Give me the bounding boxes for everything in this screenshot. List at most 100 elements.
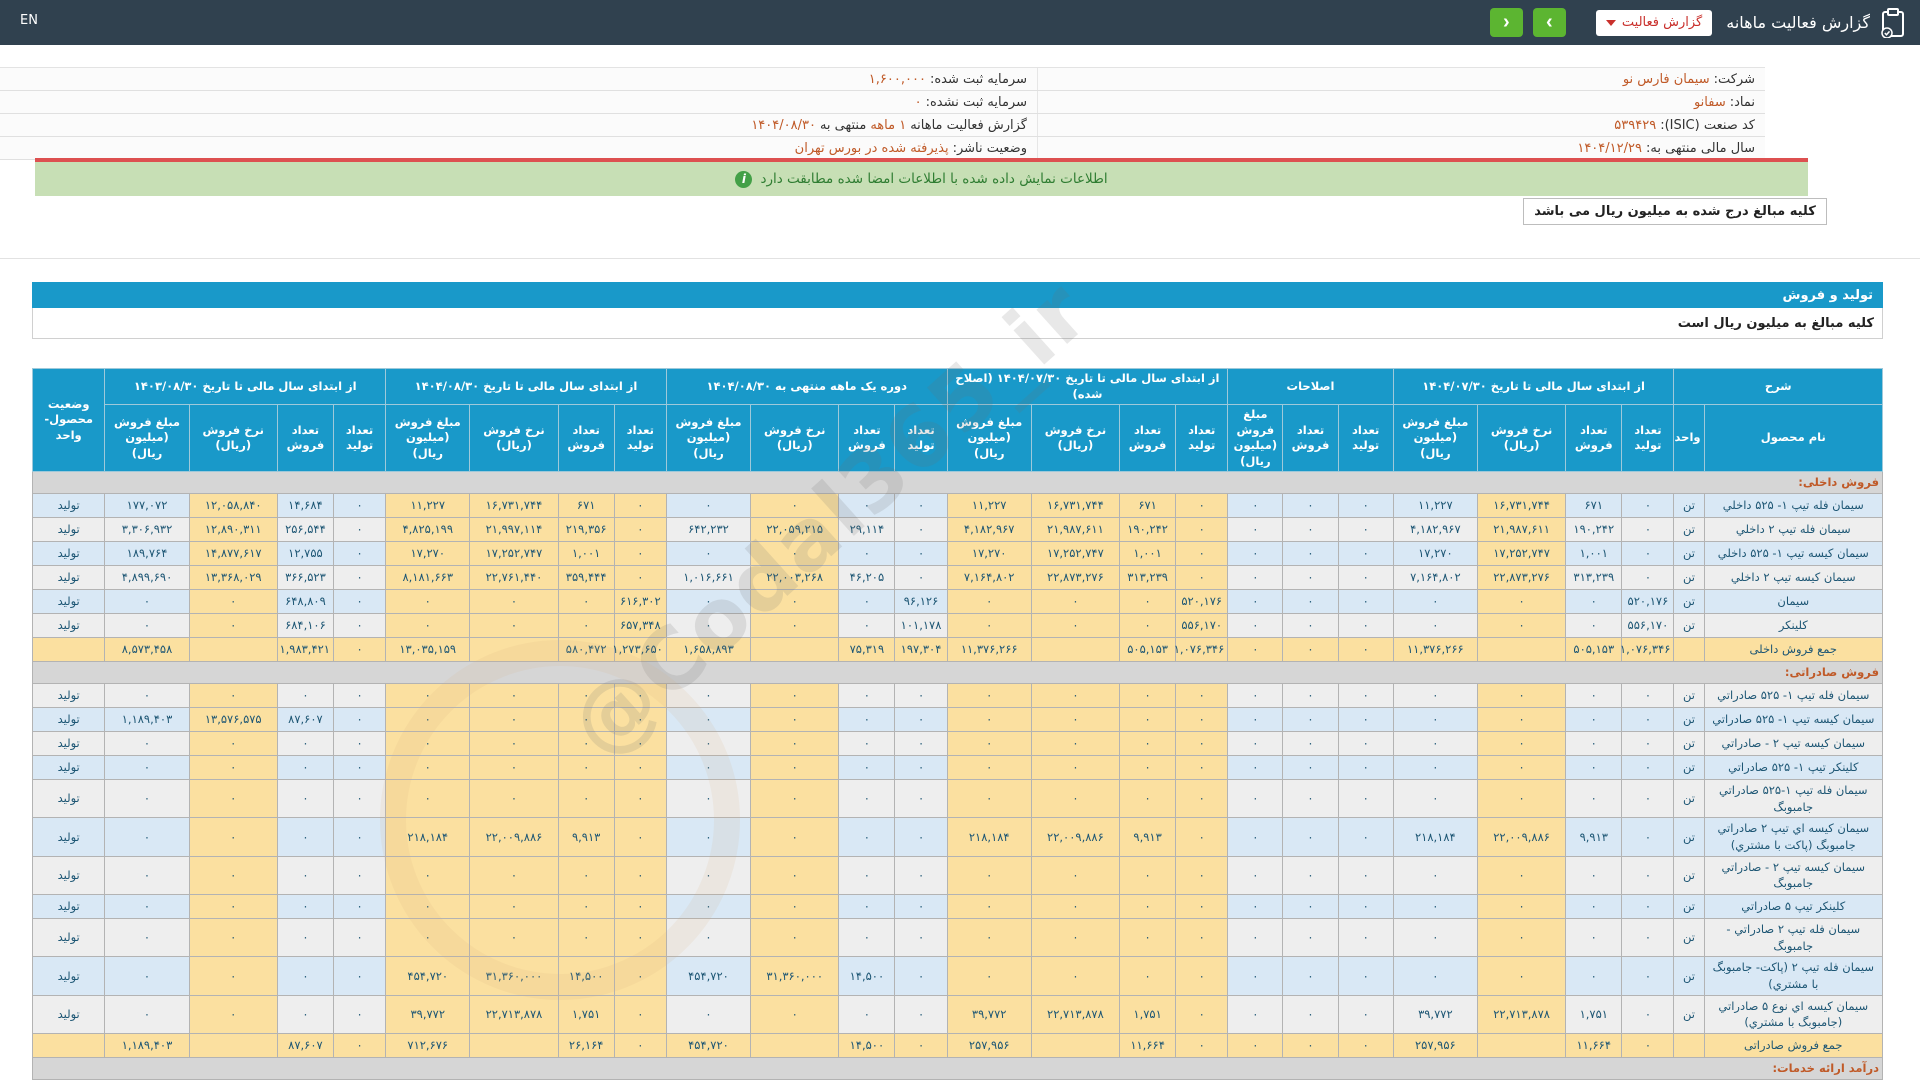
value-cell: ۰ <box>946 918 1032 958</box>
value-cell: ۱,۲۷۳,۶۵۰ <box>612 637 667 663</box>
value-cell: ۰ <box>750 493 840 519</box>
column-group-header: اصلاحات <box>1227 367 1394 406</box>
value-cell: ۰ <box>946 894 1032 920</box>
group-row: فروش صادراتی: <box>32 661 1883 685</box>
value-cell: ۹,۹۱۳ <box>1565 817 1623 857</box>
value-cell: ۱۰۱,۱۷۸ <box>894 613 948 639</box>
value-cell: ۰ <box>276 731 335 757</box>
value-cell <box>469 1033 559 1059</box>
value-cell: ۰ <box>613 994 667 1035</box>
value-cell: ۰ <box>946 779 1032 819</box>
value-cell: ۰ <box>894 707 948 733</box>
value-cell: ۴۶,۲۰۵ <box>838 565 896 591</box>
value-cell: ۰ <box>188 956 278 996</box>
value-cell: ۰ <box>188 779 278 819</box>
value-cell: ۰ <box>1030 894 1121 920</box>
value-cell: ۰ <box>557 918 615 958</box>
value-cell: ۰ <box>188 918 278 958</box>
value-cell: ۲۲,۰۵۹,۲۱۵ <box>750 517 840 543</box>
value-cell: ۵۲۰,۱۷۶ <box>1621 589 1675 615</box>
value-cell: ۱۷۷,۰۷۲ <box>104 493 190 519</box>
value-cell: ۰ <box>665 731 752 757</box>
product-status-cell: تولید <box>31 817 106 857</box>
value-cell: ۰ <box>946 589 1032 615</box>
value-cell <box>1476 637 1567 663</box>
value-cell: ۰ <box>1175 755 1229 781</box>
value-cell: ۰ <box>1175 683 1229 709</box>
unit-cell <box>1673 637 1705 663</box>
value-cell: ۰ <box>469 779 559 819</box>
next-report-button[interactable]: › <box>1532 8 1566 37</box>
value-cell: ۰ <box>276 918 335 958</box>
value-cell: ۰ <box>750 994 840 1035</box>
value-cell: ۱۷,۲۷۰ <box>946 541 1032 567</box>
column-header: تعداد تولید <box>1175 404 1229 473</box>
value-cell: ۱۶,۷۳۱,۷۴۴ <box>1030 493 1121 519</box>
value-cell: ۰ <box>665 994 752 1035</box>
info-cell: سرمایه ثبت شده: ۱,۶۰۰,۰۰۰ <box>0 68 1037 90</box>
value-cell: ۰ <box>1282 918 1339 958</box>
group-label-cell: فروش صادراتی: <box>32 661 1883 685</box>
value-cell: ۰ <box>750 541 840 567</box>
value-cell: ۲۵۷,۹۵۶ <box>1392 1033 1478 1059</box>
value-cell: ۰ <box>613 918 667 958</box>
product-name-cell: سیمان فله تیپ ۱- ۵۲۵ صادراتي <box>1703 683 1884 709</box>
value-cell: ۰ <box>613 779 667 819</box>
value-cell: ۰ <box>750 817 840 857</box>
product-name-cell: سیمان کیسه تیپ ۱- ۵۲۵ صادراتي <box>1703 707 1884 733</box>
value-cell: ۰ <box>1621 755 1675 781</box>
value-cell: ۰ <box>894 817 948 857</box>
value-cell: ۱۸۹,۷۶۴ <box>104 541 190 567</box>
column-header: تعداد تولید <box>613 404 667 473</box>
value-cell: ۰ <box>1227 493 1284 519</box>
report-type-dropdown[interactable]: گزارش فعالیت <box>1595 9 1713 36</box>
value-cell: ۸,۵۷۳,۴۵۸ <box>104 637 190 663</box>
value-cell: ۰ <box>1565 683 1623 709</box>
value-cell: ۲۱,۹۹۷,۱۱۴ <box>469 517 559 543</box>
value-cell: ۰ <box>1175 894 1229 920</box>
report-type-label: گزارش فعالیت <box>1621 15 1703 30</box>
value-cell: ۰ <box>332 817 387 857</box>
value-cell: ۰ <box>1282 956 1339 996</box>
unit-cell: تن <box>1673 493 1705 519</box>
value-cell: ۰ <box>104 779 190 819</box>
value-cell: ۰ <box>1282 613 1339 639</box>
language-switch-link[interactable]: EN <box>20 13 38 28</box>
value-cell: ۰ <box>557 683 615 709</box>
value-cell: ۰ <box>332 707 387 733</box>
value-cell: ۰ <box>1392 779 1478 819</box>
previous-report-button[interactable]: ‹ <box>1489 8 1523 37</box>
value-cell: ۰ <box>894 855 948 896</box>
value-cell: ۲۱,۹۸۷,۶۱۱ <box>1030 517 1121 543</box>
value-cell: ۰ <box>1621 918 1675 958</box>
value-cell: ۰ <box>1337 637 1394 663</box>
value-cell: ۱۹۷,۳۰۴ <box>894 637 948 663</box>
column-header: تعداد فروش <box>1565 404 1623 473</box>
value-cell: ۰ <box>188 755 278 781</box>
value-cell: ۰ <box>1282 589 1339 615</box>
value-cell: ۶۸۴,۱۰۶ <box>276 613 335 639</box>
info-value: ۱۴۰۴/۱۲/۲۹ <box>1577 140 1642 156</box>
value-cell: ۰ <box>1119 731 1177 757</box>
value-cell: ۰ <box>104 956 190 996</box>
value-cell: ۰ <box>385 683 471 709</box>
product-name-cell: سیمان فله تیپ ۱-۵۲۵ صادراتي جامبوبگ <box>1703 779 1884 819</box>
value-cell: ۰ <box>894 1033 948 1059</box>
value-cell: ۰ <box>469 613 559 639</box>
value-cell <box>1476 1033 1567 1059</box>
value-cell: ۱,۱۸۹,۴۰۳ <box>104 707 190 733</box>
value-cell: ۰ <box>750 894 840 920</box>
value-cell: ۰ <box>1392 707 1478 733</box>
group-row: فروش داخلی: <box>32 471 1883 495</box>
value-cell: ۸,۱۸۱,۶۶۳ <box>385 565 471 591</box>
column-header: واحد <box>1673 404 1705 473</box>
value-cell: ۰ <box>557 894 615 920</box>
value-cell: ۱,۰۰۱ <box>1119 541 1177 567</box>
value-cell: ۰ <box>1175 517 1229 543</box>
column-group-header: از ابتدای سال مالی تا تاریخ ۱۴۰۳/۰۸/۳۰ <box>104 367 387 406</box>
table-row: سیمان تن ۵۲۰,۱۷۶ ۰ ۰ ۰ ۰ ۰ ۰ ۵۲۰,۱۷۶ ۰ ۰ ۰ ۹۶,۱۲۶ ۰ ۰ ۰ ۶… <box>31 589 1884 615</box>
value-cell: ۱,۷۵۱ <box>557 994 615 1035</box>
value-cell: ۰ <box>838 755 896 781</box>
value-cell: ۰ <box>332 637 387 663</box>
value-cell: ۰ <box>1119 755 1177 781</box>
